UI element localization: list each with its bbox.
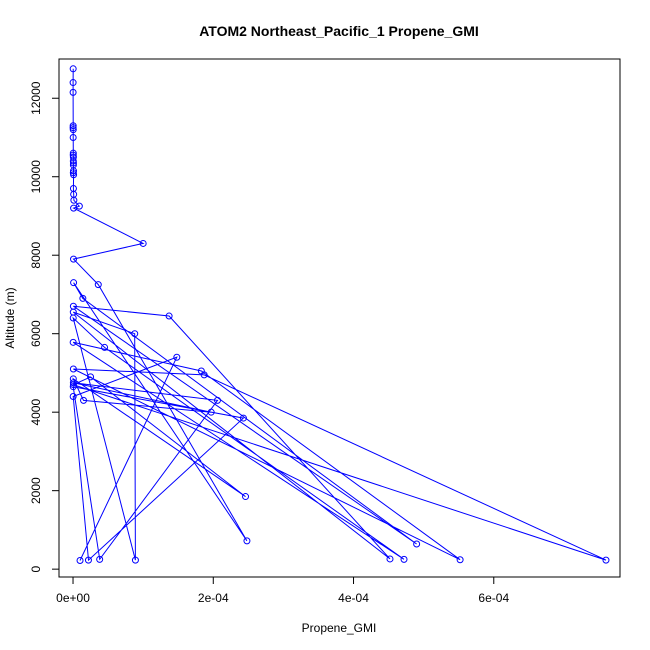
data-point bbox=[602, 556, 610, 564]
data-point bbox=[69, 126, 77, 134]
plot-area bbox=[69, 65, 610, 565]
data-point bbox=[79, 294, 87, 302]
data-point bbox=[96, 555, 104, 563]
data-point bbox=[76, 557, 84, 565]
series-points bbox=[69, 65, 610, 565]
data-point bbox=[69, 88, 77, 96]
data-point bbox=[69, 159, 77, 167]
data-point bbox=[131, 556, 139, 564]
data-point bbox=[101, 343, 109, 351]
x-tick-label: 6e-04 bbox=[478, 591, 509, 605]
data-point bbox=[69, 379, 77, 387]
y-tick-label: 4000 bbox=[29, 399, 43, 426]
data-point bbox=[413, 540, 421, 548]
x-tick-label: 0e+00 bbox=[56, 591, 90, 605]
data-point bbox=[80, 396, 88, 404]
data-point bbox=[94, 281, 102, 289]
data-point bbox=[239, 414, 247, 422]
y-tick-label: 12000 bbox=[29, 81, 43, 115]
data-point bbox=[173, 353, 181, 361]
y-tick-label: 6000 bbox=[29, 320, 43, 347]
data-point bbox=[400, 555, 408, 563]
data-point bbox=[242, 493, 250, 501]
x-tick-label: 4e-04 bbox=[338, 591, 369, 605]
data-point bbox=[70, 204, 78, 212]
data-point bbox=[69, 375, 77, 383]
data-point bbox=[69, 365, 77, 373]
data-point bbox=[139, 239, 147, 247]
data-point bbox=[165, 312, 173, 320]
data-point bbox=[69, 383, 77, 391]
data-point bbox=[87, 373, 95, 381]
data-point bbox=[69, 314, 77, 322]
data-point bbox=[69, 133, 77, 141]
data-point bbox=[69, 149, 77, 157]
data-point bbox=[213, 396, 221, 404]
data-point bbox=[386, 555, 394, 563]
data-point bbox=[456, 556, 464, 564]
data-point bbox=[243, 537, 251, 545]
y-axis-label: Altitude (m) bbox=[3, 287, 17, 348]
x-axis: 0e+00 2e-04 4e-04 6e-04 bbox=[56, 576, 509, 605]
data-point bbox=[131, 330, 139, 338]
series-line bbox=[72, 68, 607, 562]
data-point bbox=[70, 196, 78, 204]
data-point bbox=[70, 255, 78, 263]
data-point bbox=[69, 65, 77, 73]
y-tick-label: 10000 bbox=[29, 160, 43, 194]
y-tick-label: 0 bbox=[29, 565, 43, 572]
data-point bbox=[84, 556, 92, 564]
y-tick-label: 2000 bbox=[29, 477, 43, 504]
data-point bbox=[70, 171, 78, 179]
data-point bbox=[69, 392, 77, 400]
data-point bbox=[69, 79, 77, 87]
data-point bbox=[207, 408, 215, 416]
y-axis: 0 2000 4000 6000 8000 10000 12000 bbox=[29, 81, 60, 572]
data-point bbox=[69, 122, 77, 130]
y-tick-label: 8000 bbox=[29, 242, 43, 269]
plot-frame bbox=[58, 58, 621, 578]
data-point bbox=[70, 279, 78, 287]
data-point bbox=[69, 338, 77, 346]
chart-title: ATOM2 Northeast_Pacific_1 Propene_GMI bbox=[199, 23, 479, 39]
x-axis-label: Propene_GMI bbox=[302, 621, 377, 635]
x-tick-label: 2e-04 bbox=[198, 591, 229, 605]
data-point bbox=[200, 371, 208, 379]
